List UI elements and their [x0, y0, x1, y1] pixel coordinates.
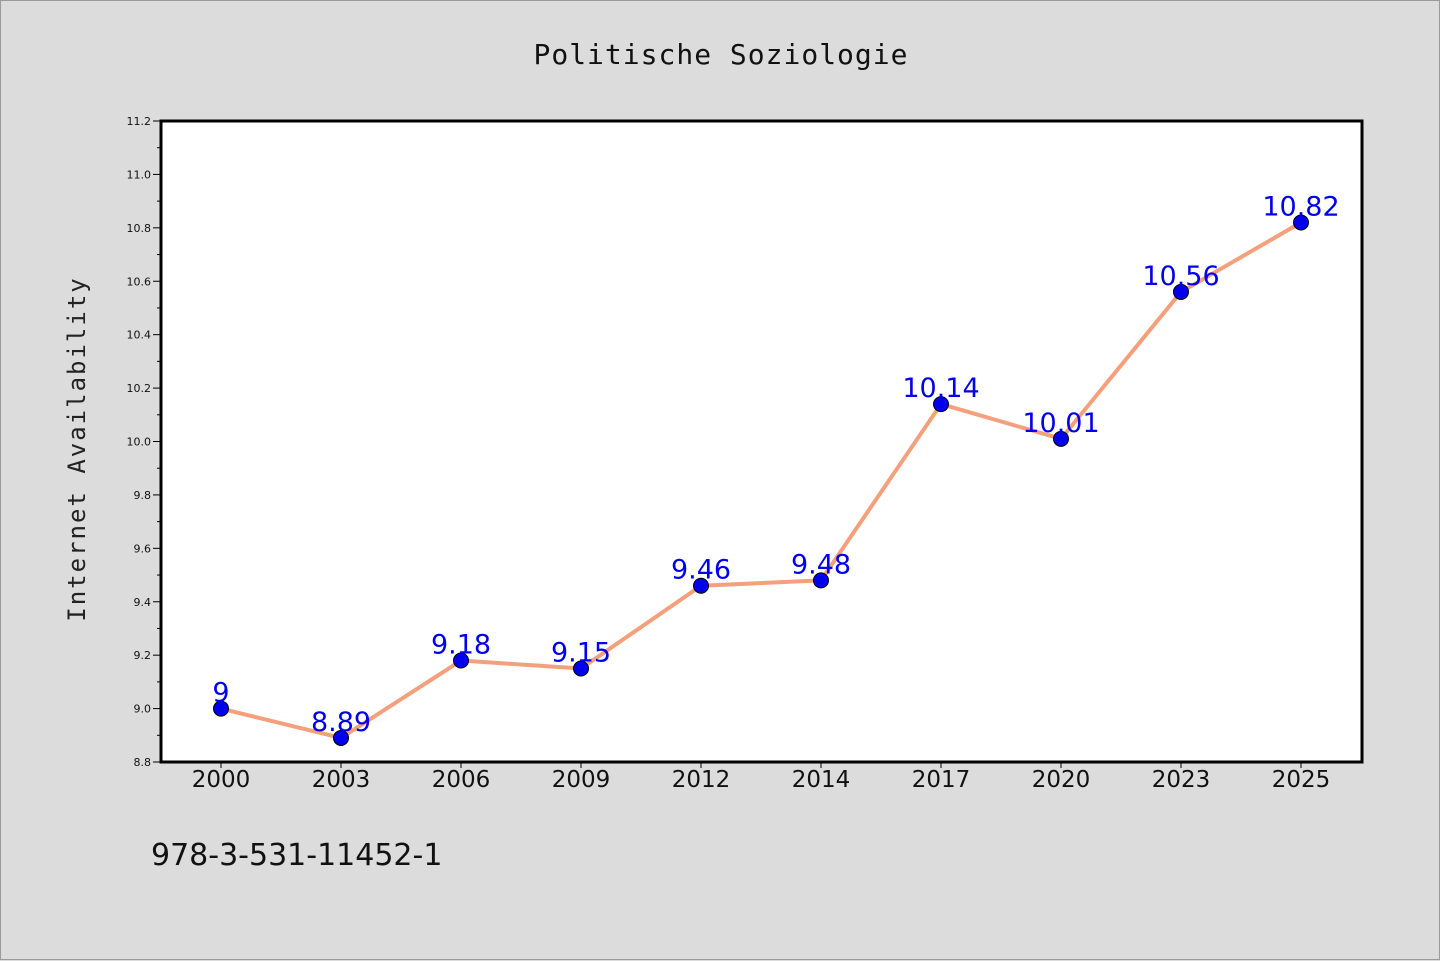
- data-label: 10.14: [902, 373, 979, 404]
- data-point-2012: [693, 577, 709, 594]
- data-label: 10.01: [1022, 408, 1099, 439]
- x-tick-label: 2009: [552, 767, 611, 793]
- data-label: 9: [212, 678, 229, 709]
- series-line-segment: [579, 583, 703, 671]
- data-point-2017: [933, 396, 949, 413]
- x-tick-label: 2006: [432, 767, 491, 793]
- data-label: 9.15: [551, 638, 611, 669]
- data-point-markers: [213, 214, 1309, 746]
- x-axis-ticks: 2000 2003 2006 2009 2012 2014 2017 2020 2023 2025: [192, 762, 1331, 793]
- y-tick-label: 10.2: [127, 382, 152, 395]
- data-point-2000: [213, 700, 229, 717]
- data-point-2023: [1173, 283, 1189, 300]
- y-tick-label: 11.0: [127, 168, 152, 181]
- y-tick-label: 10.4: [127, 329, 152, 342]
- x-tick-label: 2023: [1152, 767, 1211, 793]
- data-point-2006: [453, 652, 469, 669]
- series-line-segment: [819, 402, 943, 583]
- data-point-2025: [1293, 214, 1309, 231]
- y-tick-label: 9.8: [134, 489, 152, 502]
- series-line-segment: [1059, 289, 1183, 441]
- y-tick-label: 9.2: [134, 649, 152, 662]
- y-tick-label: 8.8: [134, 756, 152, 769]
- y-axis-ticks: 8.8 9.0 9.2 9.4 9.6 9.8 10.0 10.2 10.4 10.6 10.8 11…: [127, 115, 161, 769]
- x-tick-label: 2025: [1272, 767, 1331, 793]
- data-label: 8.89: [311, 707, 371, 738]
- data-point-2014: [813, 572, 829, 589]
- data-label: 10.56: [1142, 261, 1219, 292]
- x-tick-label: 2003: [312, 767, 371, 793]
- series-line-segment: [459, 658, 583, 671]
- data-label: 10.82: [1262, 191, 1339, 222]
- y-tick-label: 10.0: [127, 436, 152, 449]
- y-tick-label: 9.6: [134, 542, 152, 555]
- y-tick-label: 10.8: [127, 222, 152, 235]
- series-line-segment: [939, 402, 1063, 441]
- x-tick-label: 2020: [1032, 767, 1091, 793]
- series-line-segment: [339, 658, 463, 740]
- y-tick-label: 11.2: [127, 115, 152, 128]
- y-tick-label: 10.6: [127, 275, 152, 288]
- y-axis-label: Internet Availability: [63, 276, 91, 621]
- data-point-2003: [333, 729, 349, 746]
- data-point-2020: [1053, 430, 1069, 447]
- data-labels: 9 8.89 9.18 9.15 9.46 9.48 10.14 10.01 10.56 10.8…: [212, 191, 1339, 737]
- plot-area: [159, 119, 1364, 764]
- x-tick-label: 2014: [792, 767, 851, 793]
- data-point-2009: [573, 660, 589, 677]
- series-line-group: [219, 220, 1303, 740]
- series-line-segment: [219, 706, 343, 740]
- y-tick-label: 9.4: [134, 596, 152, 609]
- data-label: 9.18: [431, 630, 491, 661]
- footer-isbn: 978-3-531-11452-1: [151, 838, 442, 873]
- data-label: 9.46: [671, 555, 731, 586]
- data-label: 9.48: [791, 549, 851, 580]
- series-line-segment: [699, 578, 823, 588]
- chart-title: Politische Soziologie: [533, 38, 908, 71]
- y-tick-label: 9.0: [134, 703, 152, 716]
- x-tick-label: 2012: [672, 767, 731, 793]
- series-line-segment: [1179, 220, 1303, 294]
- x-tick-label: 2017: [912, 767, 971, 793]
- x-tick-label: 2000: [192, 767, 251, 793]
